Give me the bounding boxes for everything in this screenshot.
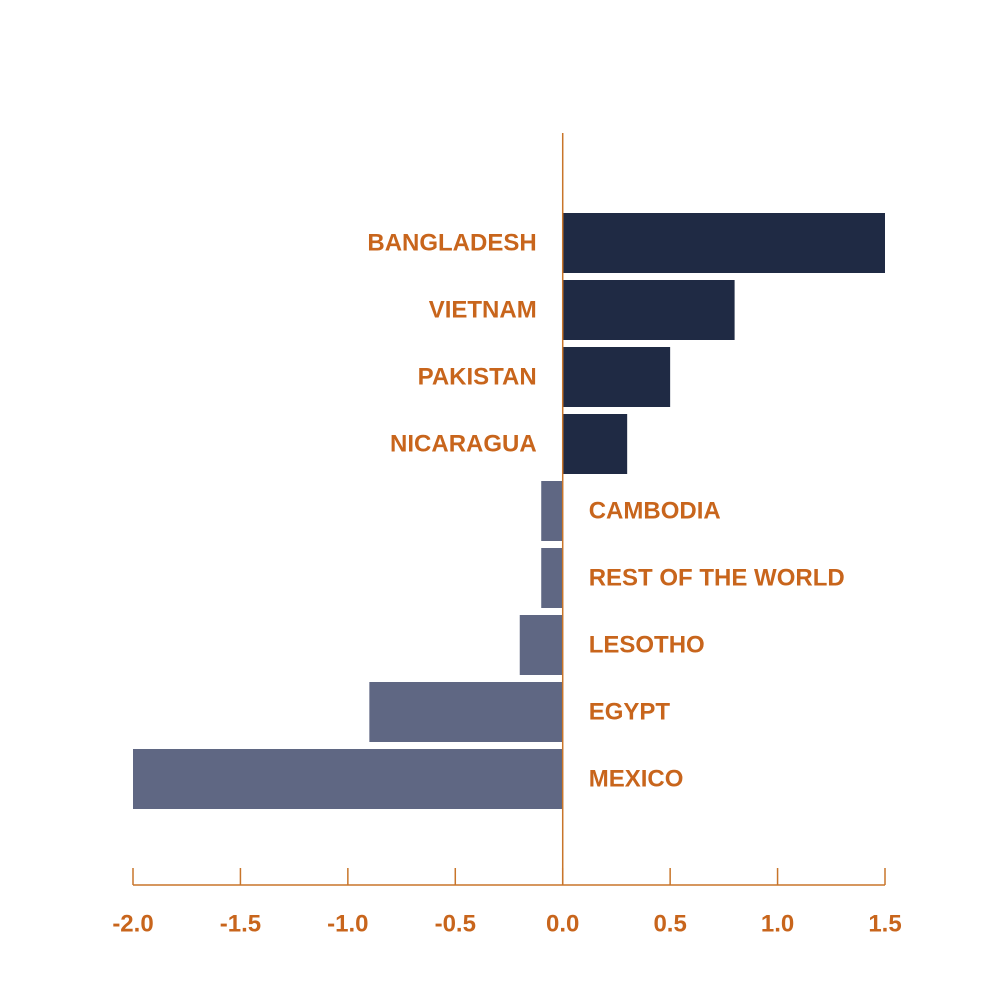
bar-rest-of-the-world [541, 548, 563, 608]
bars-group [133, 213, 885, 809]
x-axis: -2.0 -1.5 -1.0 -0.5 0.0 0.5 1.0 1.5 [112, 133, 902, 938]
category-label-nicaragua: NICARAGUA [390, 431, 537, 458]
x-tick-label: -0.5 [435, 911, 476, 938]
bar-vietnam [562, 280, 735, 340]
category-label-vietnam: VIETNAM [429, 297, 537, 324]
bar-nicaragua [562, 414, 628, 474]
bar-egypt [369, 682, 563, 742]
x-tick-label: -2.0 [112, 911, 153, 938]
category-label-mexico: MEXICO [589, 766, 684, 793]
category-label-lesotho: LESOTHO [589, 632, 705, 659]
category-label-rest-of-the-world: REST OF THE WORLD [589, 565, 845, 592]
category-label-egypt: EGYPT [589, 699, 671, 726]
category-labels-group: BANGLADESH VIETNAM PAKISTAN NICARAGUA CAMBOD… [367, 230, 844, 793]
x-tick-label: 1.5 [868, 911, 901, 938]
category-label-bangladesh: BANGLADESH [367, 230, 536, 257]
bar-cambodia [541, 481, 563, 541]
category-label-cambodia: CAMBODIA [589, 498, 721, 525]
bar-lesotho [519, 615, 563, 675]
x-tick-label: 0.5 [653, 911, 686, 938]
bar-pakistan [562, 347, 671, 407]
bar-mexico [133, 749, 563, 809]
x-tick-label: -1.5 [220, 911, 261, 938]
x-tick-label: 0.0 [546, 911, 579, 938]
x-tick-label: 1.0 [761, 911, 794, 938]
bar-bangladesh [562, 213, 885, 273]
category-label-pakistan: PAKISTAN [418, 364, 537, 391]
x-tick-label: -1.0 [327, 911, 368, 938]
